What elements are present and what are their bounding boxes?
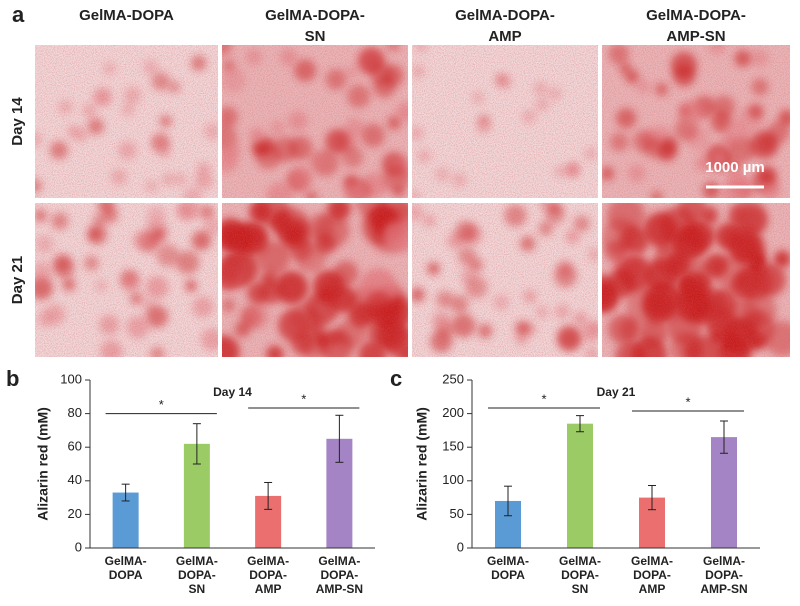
- micrograph: [222, 203, 408, 357]
- x-tick-label: GelMA-: [559, 554, 601, 568]
- x-tick-label: AMP: [639, 582, 666, 596]
- y-tick-label: 0: [457, 539, 464, 554]
- x-tick-label: DOPA: [491, 568, 525, 582]
- significance-label: *: [159, 397, 164, 412]
- x-tick-label: DOPA-: [705, 568, 743, 582]
- x-tick-label: GelMA-: [247, 554, 289, 568]
- column-header: GelMA-DOPA: [79, 7, 174, 24]
- scale-bar-label: 1000 µm: [705, 159, 765, 176]
- micrograph-content: [35, 203, 218, 357]
- significance-label: *: [685, 394, 690, 409]
- bar: [567, 423, 593, 548]
- micrograph-content: [35, 45, 218, 198]
- column-header: AMP: [488, 28, 521, 45]
- x-tick-label: DOPA-: [249, 568, 287, 582]
- grain: [602, 203, 790, 357]
- micrograph-content: [222, 203, 408, 357]
- micrograph-grid: [35, 45, 790, 357]
- grain: [602, 45, 790, 198]
- x-tick-label: AMP: [255, 582, 282, 596]
- x-tick-label: GelMA-: [318, 554, 360, 568]
- x-tick-label: GelMA-: [703, 554, 745, 568]
- x-tick-label: DOPA-: [178, 568, 216, 582]
- panel-letter: c: [390, 366, 402, 391]
- x-tick-label: AMP-SN: [700, 582, 747, 596]
- chart-title: Day 14: [213, 385, 252, 399]
- column-header: SN: [305, 28, 326, 45]
- y-tick-label: 40: [68, 472, 82, 487]
- y-tick-label: 60: [68, 439, 82, 454]
- column-header: GelMA-DOPA-: [265, 7, 365, 24]
- y-tick-label: 250: [442, 371, 464, 386]
- column-header: AMP-SN: [666, 28, 725, 45]
- y-tick-label: 50: [450, 506, 464, 521]
- panel-letter: b: [6, 366, 19, 391]
- x-tick-label: DOPA-: [561, 568, 599, 582]
- x-tick-label: GelMA-: [487, 554, 529, 568]
- column-header: GelMA-DOPA-: [455, 7, 555, 24]
- micrograph: [602, 203, 790, 357]
- significance-label: *: [541, 391, 546, 406]
- y-tick-label: 100: [60, 371, 82, 386]
- grain: [35, 45, 218, 198]
- y-tick-label: 0: [75, 539, 82, 554]
- x-tick-label: SN: [572, 582, 589, 596]
- micrograph-content: [412, 45, 598, 198]
- grain: [222, 45, 408, 198]
- column-header: GelMA-DOPA-: [646, 7, 746, 24]
- micrograph: [412, 203, 598, 357]
- x-tick-label: DOPA: [109, 568, 143, 582]
- bar: [711, 437, 737, 548]
- y-axis-label: Alizarin red (mM): [35, 407, 51, 521]
- grain: [222, 203, 408, 357]
- x-tick-label: SN: [189, 582, 206, 596]
- micrograph: [602, 45, 790, 198]
- x-tick-label: GelMA-: [105, 554, 147, 568]
- micrograph: [35, 45, 218, 198]
- y-tick-label: 20: [68, 506, 82, 521]
- micrograph-content: [602, 203, 790, 357]
- x-tick-label: DOPA-: [633, 568, 671, 582]
- x-tick-label: GelMA-: [631, 554, 673, 568]
- y-tick-label: 150: [442, 439, 464, 454]
- grain: [412, 203, 598, 357]
- micrograph-content: [412, 203, 598, 357]
- micrograph-content: [222, 45, 408, 198]
- bar: [112, 492, 139, 548]
- micrograph-content: [602, 45, 790, 198]
- x-tick-label: AMP-SN: [316, 582, 363, 596]
- x-tick-label: GelMA-: [176, 554, 218, 568]
- x-tick-label: DOPA-: [320, 568, 358, 582]
- micrograph: [412, 45, 598, 198]
- y-tick-label: 200: [442, 405, 464, 420]
- y-tick-label: 80: [68, 405, 82, 420]
- micrograph: [222, 45, 408, 198]
- significance-label: *: [301, 391, 306, 406]
- chart-title: Day 21: [597, 385, 636, 399]
- grain: [412, 45, 598, 198]
- row-label: Day 14: [9, 97, 26, 146]
- grain: [35, 203, 218, 357]
- micrograph: [35, 203, 218, 357]
- y-axis-label: Alizarin red (mM): [414, 407, 430, 521]
- row-label: Day 21: [9, 256, 26, 304]
- panel-letter: a: [12, 2, 25, 27]
- y-tick-label: 100: [442, 472, 464, 487]
